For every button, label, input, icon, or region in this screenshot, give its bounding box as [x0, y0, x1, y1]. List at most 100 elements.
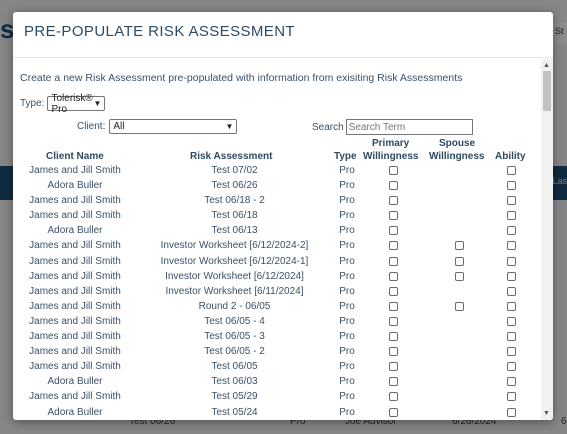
scrollbar[interactable]: ▲ ▼ [541, 59, 553, 420]
type-cell: Pro [339, 391, 355, 403]
ability-checkbox[interactable] [507, 256, 516, 266]
ability-checkbox[interactable] [507, 377, 516, 387]
table-row: James and Jill Smith Test 06/05 - 4 Pro [13, 315, 541, 330]
intro-text: Create a new Risk Assessment pre-populat… [20, 72, 463, 84]
client-select[interactable]: All ▼ [109, 119, 238, 134]
ability-checkbox[interactable] [507, 332, 516, 342]
background-bottom-corner: 6 [561, 416, 567, 427]
client-name-cell: James and Jill Smith [29, 270, 121, 282]
ability-checkbox[interactable] [507, 347, 516, 357]
ability-checkbox[interactable] [507, 226, 516, 236]
type-cell: Pro [339, 331, 355, 343]
type-cell: Pro [339, 180, 355, 192]
primary-willingness-checkbox[interactable] [389, 211, 398, 221]
primary-willingness-checkbox[interactable] [389, 362, 398, 372]
scrollbar-thumb[interactable] [543, 71, 551, 111]
type-cell: Pro [339, 255, 355, 267]
client-name-cell: James and Jill Smith [29, 255, 121, 267]
primary-willingness-checkbox[interactable] [389, 271, 398, 281]
ability-checkbox[interactable] [507, 362, 516, 372]
ability-checkbox[interactable] [507, 241, 516, 251]
primary-willingness-checkbox[interactable] [389, 181, 398, 191]
risk-assessment-cell: Test 05/29 [211, 391, 258, 403]
primary-willingness-checkbox[interactable] [389, 241, 398, 251]
spouse-willingness-checkbox[interactable] [455, 271, 464, 281]
client-name-cell: Adora Buller [47, 225, 103, 237]
ability-checkbox[interactable] [507, 392, 516, 402]
chevron-down-icon: ▼ [93, 99, 102, 108]
ability-checkbox[interactable] [507, 407, 516, 417]
type-cell: Pro [339, 361, 355, 373]
table-row: James and Jill Smith Round 2 - 06/05 Pro [13, 300, 541, 315]
modal-title: PRE-POPULATE RISK ASSESSMENT [24, 23, 295, 40]
ability-checkbox[interactable] [507, 286, 516, 296]
header-group-spouse: Spouse [439, 138, 476, 149]
client-name-cell: James and Jill Smith [29, 195, 121, 207]
primary-willingness-checkbox[interactable] [389, 316, 398, 326]
client-select-value: All [113, 121, 125, 132]
primary-willingness-checkbox[interactable] [389, 256, 398, 266]
primary-willingness-checkbox[interactable] [389, 332, 398, 342]
ability-checkbox[interactable] [507, 316, 516, 326]
primary-willingness-checkbox[interactable] [389, 166, 398, 175]
scroll-down-icon[interactable]: ▼ [543, 410, 550, 417]
primary-willingness-checkbox[interactable] [389, 392, 398, 402]
type-select[interactable]: Tolerisk® Pro ▼ [47, 93, 106, 115]
table-row: James and Jill Smith Test 06/18 Pro [13, 209, 541, 224]
ability-checkbox[interactable] [507, 166, 516, 175]
risk-assessment-cell: Test 05/24 [211, 406, 258, 418]
table-row: James and Jill Smith Test 05/29 Pro [13, 390, 541, 405]
table-row: James and Jill Smith Investor Worksheet [… [13, 270, 541, 285]
risk-assessment-cell: Test 06/05 - 3 [204, 331, 265, 343]
type-cell: Pro [339, 315, 355, 327]
primary-willingness-checkbox[interactable] [389, 226, 398, 236]
ability-checkbox[interactable] [507, 301, 516, 311]
primary-willingness-checkbox[interactable] [389, 196, 398, 206]
ability-checkbox[interactable] [507, 271, 516, 281]
ability-checkbox[interactable] [507, 196, 516, 206]
table-row: James and Jill Smith Investor Worksheet [… [13, 255, 541, 270]
primary-willingness-checkbox[interactable] [389, 301, 398, 311]
ability-checkbox[interactable] [507, 181, 516, 191]
type-cell: Pro [339, 406, 355, 418]
header-spouse-willingness: Willingness [429, 151, 485, 162]
spouse-willingness-checkbox[interactable] [455, 241, 464, 251]
risk-assessment-cell: Round 2 - 06/05 [198, 300, 271, 312]
table-row: James and Jill Smith Test 06/05 - 3 Pro [13, 330, 541, 345]
table-row: James and Jill Smith Test 06/05 - 2 Pro [13, 345, 541, 360]
ability-checkbox[interactable] [507, 211, 516, 221]
risk-assessment-cell: Test 06/18 [211, 210, 258, 222]
primary-willingness-checkbox[interactable] [389, 347, 398, 357]
background-corner-top: St [553, 22, 567, 44]
spouse-willingness-checkbox[interactable] [455, 256, 464, 266]
risk-assessment-cell: Test 06/05 - 2 [204, 346, 265, 358]
primary-willingness-checkbox[interactable] [389, 407, 398, 417]
type-cell: Pro [339, 376, 355, 388]
risk-assessment-cell: Investor Worksheet [6/12/2024-1] [160, 255, 309, 267]
background-bottom-ra: Test 06/26 [129, 416, 176, 427]
table-row: James and Jill Smith Test 06/18 - 2 Pro [13, 194, 541, 209]
modal-body: Create a new Risk Assessment pre-populat… [13, 59, 541, 420]
search-input[interactable] [345, 119, 473, 135]
scroll-up-icon[interactable]: ▲ [543, 62, 550, 69]
client-name-cell: James and Jill Smith [29, 240, 121, 252]
header-primary-willingness: Willingness [363, 151, 419, 162]
client-name-cell: James and Jill Smith [29, 210, 121, 222]
client-name-cell: James and Jill Smith [29, 315, 121, 327]
risk-assessment-cell: Test 06/18 - 2 [204, 195, 265, 207]
risk-assessment-cell: Test 06/13 [211, 225, 258, 237]
table-row: James and Jill Smith Investor Worksheet [… [13, 239, 541, 254]
risk-assessment-cell: Investor Worksheet [6/12/2024-2] [160, 240, 309, 252]
risk-assessment-cell: Test 07/02 [211, 165, 258, 176]
table-row: Adora Buller Test 06/03 Pro [13, 375, 541, 390]
background-bottom-row: Test 06/26 Pro Joe Advisor 6/26/2024 6 [0, 410, 567, 434]
primary-willingness-checkbox[interactable] [389, 286, 398, 296]
background-bottom-date: 6/26/2024 [452, 416, 497, 427]
primary-willingness-checkbox[interactable] [389, 377, 398, 387]
spouse-willingness-checkbox[interactable] [455, 301, 464, 311]
search-label: Search [312, 121, 344, 133]
client-name-cell: James and Jill Smith [29, 346, 121, 358]
type-label: Type: [20, 98, 45, 109]
background-logo: s [0, 14, 15, 44]
client-name-cell: James and Jill Smith [29, 300, 121, 312]
